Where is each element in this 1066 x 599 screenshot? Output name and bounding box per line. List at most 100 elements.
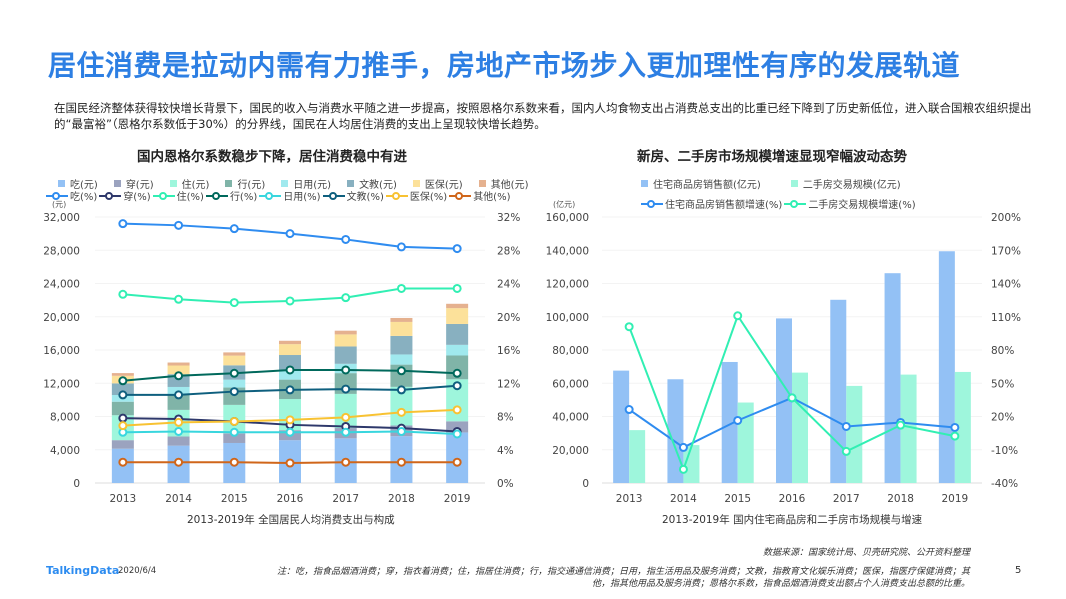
bar-segment: [223, 379, 246, 388]
data-point: [396, 457, 406, 467]
line-marker-icon: [784, 199, 807, 209]
legend-item[interactable]: 其他(%): [449, 188, 511, 203]
legend-item[interactable]: 二手房交易规模(亿元): [790, 176, 901, 191]
data-point: [174, 457, 184, 467]
bar: [737, 402, 754, 483]
bar-segment: [279, 370, 301, 380]
bar-segment: [279, 399, 301, 431]
data-point: [229, 427, 239, 437]
data-point: [341, 293, 351, 303]
square-marker-icon: [478, 180, 486, 187]
bar-segment: [111, 383, 134, 396]
bar-segment: [223, 433, 246, 443]
data-point: [396, 366, 406, 376]
legend-item[interactable]: 穿(元): [113, 176, 154, 191]
y-tick-label: 28,000: [43, 245, 80, 257]
y-tick-label: 0: [73, 478, 80, 490]
data-point: [229, 298, 239, 308]
bar: [792, 372, 808, 483]
legend-item[interactable]: 吃(元): [58, 176, 98, 191]
data-point: [841, 421, 851, 431]
data-point: [285, 296, 295, 306]
legend-item[interactable]: 穿(%): [99, 188, 151, 203]
bar-segment: [111, 373, 134, 376]
bar-segment: [223, 352, 246, 356]
data-point: [285, 365, 295, 375]
legend-item[interactable]: 住(元): [169, 176, 209, 191]
legend-label: 文教(元): [359, 180, 397, 191]
right-chart-title: 新房、二手房市场规模增速显现窄幅波动态势: [637, 149, 907, 165]
legend-item[interactable]: 日用(元): [281, 176, 331, 191]
intro-paragraph: 在国民经济整体获得较快增长背景下，国民的收入与消费水平随之进一步提高，按照恩格尔…: [54, 101, 1032, 131]
bar: [900, 374, 917, 483]
square-marker-icon: [281, 180, 289, 187]
data-point: [118, 376, 128, 386]
data-point: [452, 381, 462, 391]
line-marker-icon: [449, 191, 472, 201]
data-point: [285, 229, 295, 239]
data-point: [678, 464, 688, 474]
data-point: [229, 224, 239, 234]
x-tick-label: 2016: [277, 493, 304, 505]
bar-segment: [167, 374, 190, 387]
data-point: [733, 415, 743, 425]
y2-tick-label: 20%: [497, 312, 520, 324]
y-tick-label: 16,000: [43, 345, 80, 357]
legend-item[interactable]: 行(元): [225, 176, 265, 191]
legend-item[interactable]: 住宅商品房销售额(亿元): [641, 176, 761, 191]
legend-label: 日用(元): [293, 180, 332, 191]
data-point: [678, 442, 688, 452]
line-marker-icon: [641, 199, 663, 209]
legend-item[interactable]: 日用(%): [259, 188, 321, 203]
y-tick-label: 160,000: [546, 212, 589, 224]
legend-item[interactable]: 文教(元): [347, 176, 397, 191]
square-marker-icon: [169, 180, 177, 187]
legend-item[interactable]: 医保(%): [385, 188, 447, 203]
y-tick-label: 32,000: [43, 212, 80, 224]
legend-item[interactable]: 文教(%): [322, 188, 384, 203]
y2-tick-label: 28%: [497, 245, 520, 257]
left-chart-title: 国内恩格尔系数稳步下降，居住消费稳中有进: [137, 149, 407, 165]
legend-item[interactable]: 医保(元): [412, 176, 463, 191]
bar-segment: [446, 323, 469, 345]
legend-item[interactable]: 二手房交易规模增速(%): [784, 196, 916, 211]
bar-segment: [334, 330, 357, 335]
data-point: [118, 390, 128, 400]
legend-item[interactable]: 住宅商品房销售额增速(%): [641, 196, 782, 211]
square-marker-icon: [641, 180, 648, 187]
bar-segment: [111, 401, 134, 416]
bar-segment: [167, 362, 190, 366]
legend-label: 住(%): [176, 192, 204, 203]
y2-tick-label: 140%: [991, 279, 1021, 291]
legend-item[interactable]: 其他(元): [478, 176, 529, 191]
date: 2020/6/4: [118, 566, 157, 576]
bar: [613, 370, 630, 483]
bar-segment: [334, 346, 357, 364]
legend-label: 穿(元): [125, 180, 154, 191]
y2-tick-label: 170%: [991, 245, 1021, 257]
data-point: [285, 458, 295, 468]
legend-label: 行(%): [229, 192, 258, 203]
data-point: [118, 421, 128, 431]
bar: [721, 361, 738, 483]
bar-segment: [279, 344, 301, 356]
legend-item[interactable]: 吃(%): [46, 188, 97, 203]
legend-item[interactable]: 住(%): [152, 188, 204, 203]
right-legend-lines: 住宅商品房销售额增速(%) 二手房交易规模增速(%): [641, 196, 918, 211]
y2-tick-label: 16%: [497, 345, 520, 357]
y2-tick-label: 50%: [991, 378, 1014, 390]
legend-item[interactable]: 行(%): [205, 188, 258, 203]
x-tick-label: 2017: [833, 493, 860, 505]
x-tick-label: 2015: [724, 493, 751, 505]
data-point: [118, 219, 128, 229]
line-marker-icon: [259, 191, 282, 201]
data-point: [341, 427, 351, 437]
legend-label: 其他(%): [473, 192, 511, 203]
data-point: [787, 393, 797, 403]
bar: [884, 273, 901, 483]
data-point: [341, 384, 351, 394]
data-point: [174, 294, 184, 304]
line-marker-icon: [152, 191, 175, 201]
y-tick-label: 20,000: [552, 445, 589, 457]
